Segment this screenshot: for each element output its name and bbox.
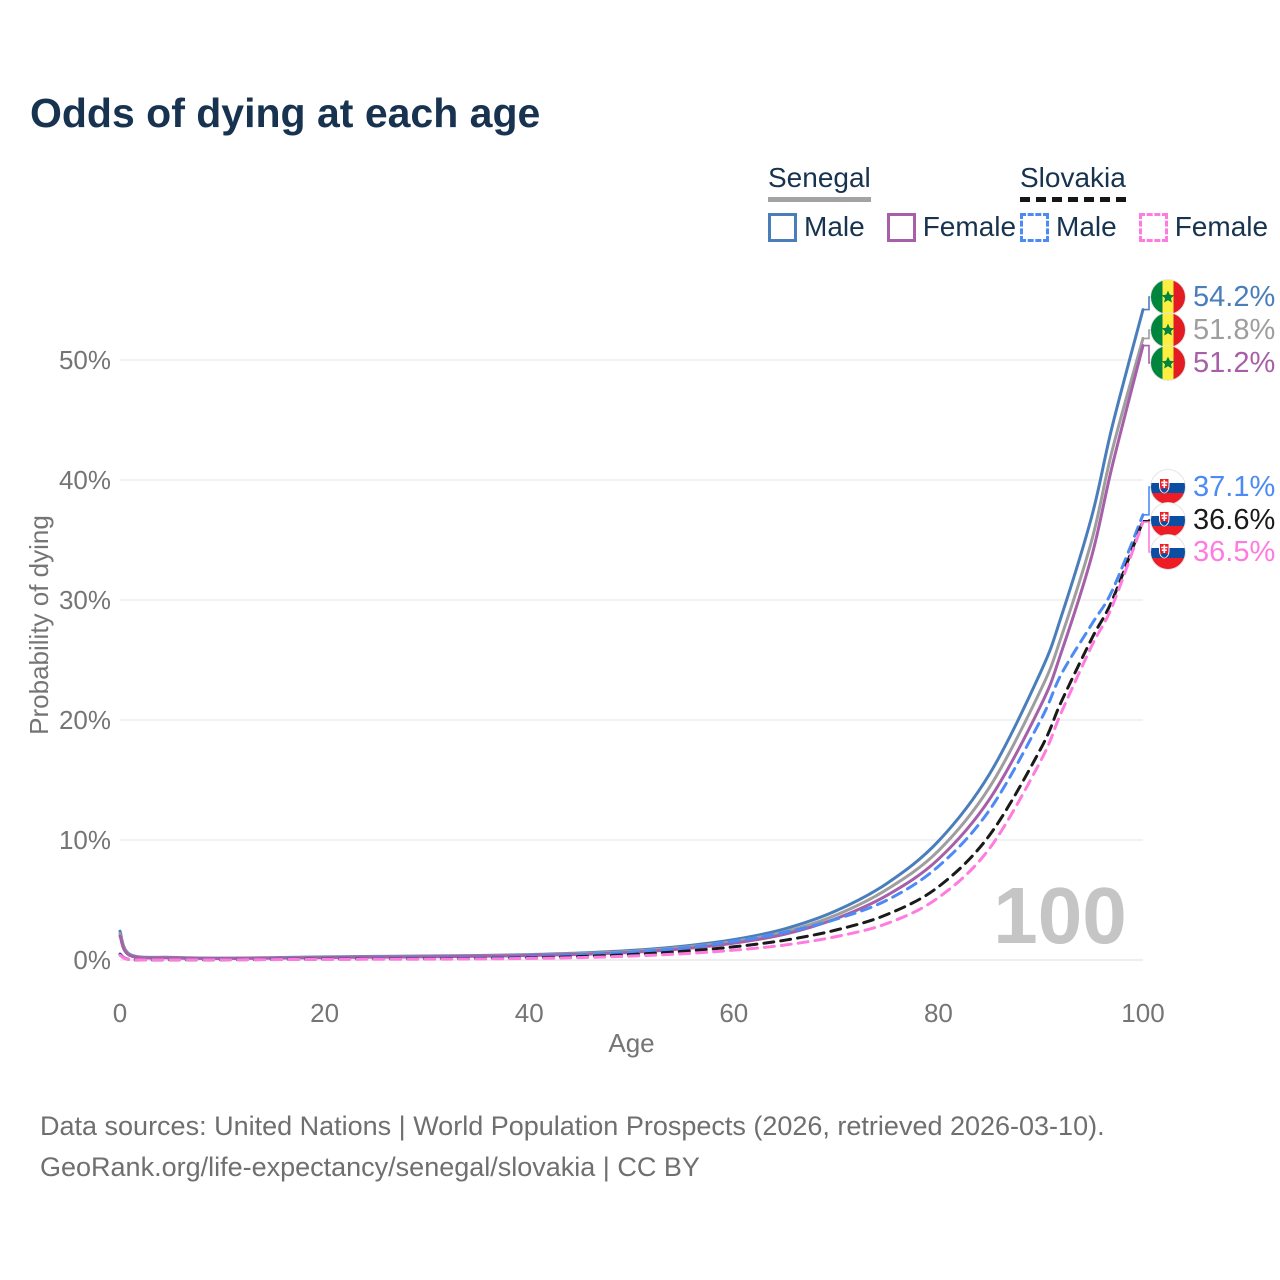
x-tick-label: 40 [515, 998, 544, 1028]
legend-label: Female [922, 211, 1017, 242]
footer-attribution[interactable]: GeoRank.org/life-expectancy/senegal/slov… [40, 1152, 700, 1182]
senegal-female-swatch-icon [886, 212, 916, 242]
series-line-senegal-average[interactable] [118, 336, 1145, 960]
end-value: 54.2% [1193, 280, 1276, 313]
y-axis-title: Probability of dying [24, 515, 54, 735]
slovakia-male-swatch-icon [1020, 212, 1049, 242]
legend-item-slovakia-male[interactable]: Male [1020, 211, 1117, 243]
senegal-male-swatch-icon [768, 212, 797, 242]
slovakia-flag-icon [1150, 534, 1186, 570]
legend-group-senegal: Senegal Male Female [768, 162, 1038, 243]
legend-item-senegal-female[interactable]: Female [886, 211, 1017, 243]
y-tick-label: 30% [59, 585, 111, 615]
senegal-flag-icon [1150, 279, 1186, 315]
y-tick-label: 20% [59, 705, 111, 735]
page-title: Odds of dying at each age [30, 90, 541, 136]
slovakia-flag-icon [1150, 469, 1186, 505]
x-tick-label: 20 [310, 998, 339, 1028]
legend-country-slovakia[interactable]: Slovakia [1020, 162, 1126, 202]
legend-group-slovakia: Slovakia Male Female [1020, 162, 1280, 243]
end-label-slovakia-male: 37.1% [1150, 469, 1275, 505]
end-label-slovakia-female: 36.5% [1150, 534, 1275, 570]
series-line-slovakia-male[interactable] [118, 513, 1145, 962]
senegal-flag-icon [1150, 345, 1186, 381]
senegal-flag-icon [1150, 312, 1186, 348]
slovakia-flag-icon [1150, 502, 1186, 538]
x-tick-label: 80 [924, 998, 953, 1028]
y-tick-label: 10% [59, 825, 111, 855]
legend-item-senegal-male[interactable]: Male [768, 211, 865, 243]
end-label-senegal-average: 51.8% [1150, 312, 1275, 348]
legend-label: Male [804, 211, 865, 242]
end-label-senegal-female: 51.2% [1150, 345, 1275, 381]
y-tick-label: 50% [59, 345, 111, 375]
legend-label: Female [1174, 211, 1269, 242]
y-tick-label: 40% [59, 465, 111, 495]
end-label-senegal-male: 54.2% [1150, 279, 1275, 315]
slovakia-female-swatch-icon [1138, 212, 1168, 242]
footer-data-sources: Data sources: United Nations | World Pop… [40, 1111, 1105, 1141]
end-value: 51.2% [1193, 346, 1276, 379]
legend-country-senegal[interactable]: Senegal [768, 162, 871, 202]
end-value: 36.5% [1193, 535, 1276, 568]
end-label-slovakia-average: 36.6% [1150, 502, 1275, 538]
series-line-slovakia-average[interactable] [118, 519, 1145, 962]
series-line-senegal-male[interactable] [118, 308, 1145, 960]
legend-label: Male [1056, 211, 1117, 242]
end-value: 51.8% [1193, 313, 1276, 346]
series-line-slovakia-female[interactable] [118, 520, 1145, 962]
x-tick-label: 0 [113, 998, 127, 1028]
footer: Data sources: United Nations | World Pop… [40, 1106, 1105, 1188]
y-tick-label: 0% [73, 945, 111, 975]
end-value: 36.6% [1193, 503, 1276, 536]
x-axis-title: Age [608, 1028, 654, 1058]
series-line-senegal-female[interactable] [118, 344, 1145, 960]
legend-item-slovakia-female[interactable]: Female [1138, 211, 1269, 243]
x-tick-label: 100 [1121, 998, 1164, 1028]
x-tick-label: 60 [719, 998, 748, 1028]
hover-age-watermark: 100 [993, 871, 1126, 960]
end-value: 37.1% [1193, 470, 1276, 503]
